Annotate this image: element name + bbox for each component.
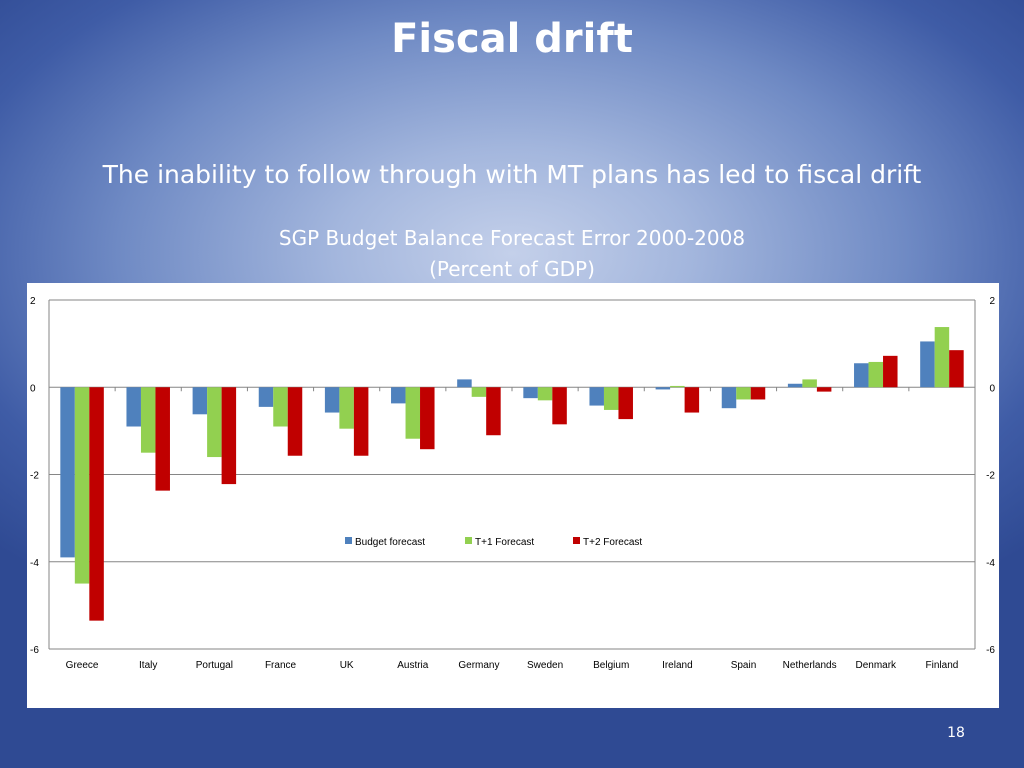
bar-t-1-forecast (670, 385, 685, 388)
y-tick-label-left: -4 (30, 558, 39, 569)
bar-budget-forecast (391, 387, 406, 404)
bar-budget-forecast (589, 387, 604, 406)
bar-budget-forecast (258, 387, 274, 407)
bar-t-2-forecast (684, 387, 700, 413)
bar-budget-forecast (126, 387, 141, 427)
x-tick-label: Netherlands (783, 660, 837, 671)
x-tick-label: Austria (397, 660, 429, 671)
y-tick-label-right: 2 (989, 296, 995, 307)
x-tick-label: Finland (926, 660, 959, 671)
x-tick-label: Denmark (855, 660, 897, 671)
slide-number: 18 (947, 725, 965, 741)
bar-t-1-forecast (74, 387, 90, 584)
bar-budget-forecast (787, 383, 803, 388)
x-tick-label: Portugal (196, 660, 233, 671)
x-tick-label: Greece (66, 660, 99, 671)
bar-t-1-forecast (140, 387, 156, 453)
bar-t-2-forecast (883, 355, 898, 388)
x-tick-label: Spain (731, 660, 757, 671)
y-tick-label-right: -4 (986, 558, 995, 569)
y-tick-label-right: 0 (989, 383, 995, 394)
chart-subtitle-line: (Percent of GDP) (429, 257, 595, 281)
bar-t-1-forecast (405, 387, 421, 439)
bar-budget-forecast (60, 387, 75, 558)
bar-t-1-forecast (603, 387, 619, 410)
bar-budget-forecast (655, 387, 671, 390)
y-tick-label-right: -2 (986, 471, 995, 482)
bar-t-1-forecast (736, 387, 751, 400)
y-tick-label-left: 2 (30, 296, 36, 307)
bar-t-1-forecast (471, 387, 487, 397)
chart-title: SGP Budget Balance Forecast Error 2000-2… (0, 223, 1024, 285)
bar-t-1-forecast (868, 361, 884, 388)
chart-title-line: SGP Budget Balance Forecast Error 2000-2… (278, 226, 746, 250)
legend-label: Budget forecast (355, 537, 425, 548)
bar-t-1-forecast (207, 387, 222, 458)
x-tick-label: Italy (139, 660, 157, 671)
bar-chart: -6 -6 -4 -4 -2 -2 0 0 2 2 Greece Italy Portugal Franc… (30, 296, 995, 671)
legend-swatch (573, 537, 580, 544)
y-tick-label-right: -6 (986, 645, 995, 656)
x-tick-label: Belgium (593, 660, 629, 671)
legend-label: T+2 Forecast (583, 537, 642, 548)
bar-t-2-forecast (816, 387, 832, 392)
bar-t-1-forecast (802, 379, 817, 388)
legend-label: T+1 Forecast (475, 537, 534, 548)
x-tick-label: Germany (458, 660, 499, 671)
bar-budget-forecast (721, 387, 737, 409)
bar-budget-forecast (854, 363, 869, 388)
legend-swatch (345, 537, 352, 544)
y-tick-label-left: -6 (30, 645, 39, 656)
slide-subtitle: The inability to follow through with MT … (102, 160, 922, 189)
bar-t-2-forecast (353, 387, 369, 456)
bar-budget-forecast (324, 387, 340, 413)
bar-budget-forecast (920, 341, 935, 388)
bar-budget-forecast (457, 379, 472, 388)
bar-t-2-forecast (221, 387, 237, 485)
bar-t-2-forecast (287, 387, 303, 456)
bar-t-1-forecast (934, 327, 950, 388)
bar-t-2-forecast (750, 387, 766, 400)
bar-budget-forecast (523, 387, 538, 399)
chart-area: -6 -6 -4 -4 -2 -2 0 0 2 2 Greece Italy Portugal Franc… (27, 283, 999, 708)
bar-t-2-forecast (552, 387, 567, 425)
bar-t-1-forecast (273, 387, 288, 427)
x-tick-label: UK (340, 660, 354, 671)
slide-title: Fiscal drift (391, 16, 633, 62)
bar-t-2-forecast (155, 387, 170, 491)
y-tick-label-left: -2 (30, 471, 39, 482)
y-tick-label-left: 0 (30, 383, 36, 394)
bar-t-2-forecast (618, 387, 633, 420)
legend-swatch (465, 537, 472, 544)
bar-t-2-forecast (949, 350, 964, 388)
bar-budget-forecast (192, 387, 208, 415)
bar-t-1-forecast (339, 387, 354, 429)
x-tick-label: Sweden (527, 660, 563, 671)
bar-t-1-forecast (537, 387, 553, 401)
x-tick-label: France (265, 660, 297, 671)
bar-t-2-forecast (89, 387, 104, 621)
bar-t-2-forecast (486, 387, 501, 436)
x-tick-label: Ireland (662, 660, 693, 671)
bar-t-2-forecast (420, 387, 435, 450)
